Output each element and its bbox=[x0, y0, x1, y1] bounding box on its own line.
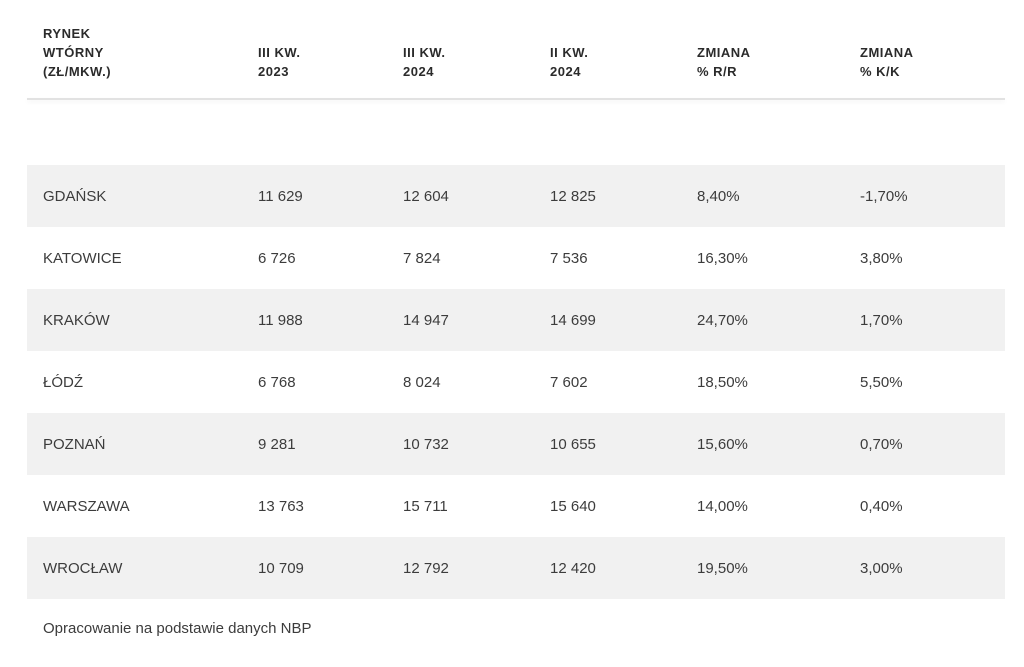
q3-2024-cell: 7 824 bbox=[403, 249, 441, 267]
yoy-cell: 18,50% bbox=[697, 373, 748, 391]
q3-2023-cell: 13 763 bbox=[258, 497, 304, 515]
table-row-gdansk: GDAŃSK 11 629 12 604 12 825 8,40% -1,70% bbox=[27, 165, 1005, 227]
table-row-katowice: KATOWICE 6 726 7 824 7 536 16,30% 3,80% bbox=[27, 227, 1005, 289]
qoq-cell: 3,00% bbox=[860, 559, 903, 577]
qoq-cell: 3,80% bbox=[860, 249, 903, 267]
q3-2024-cell: 8 024 bbox=[403, 373, 441, 391]
q2-2024-cell: 7 536 bbox=[550, 249, 588, 267]
housing-price-table: RYNEK WTÓRNY (ZŁ/MKW.) III KW. 2023 III … bbox=[27, 0, 1005, 637]
qoq-cell: 5,50% bbox=[860, 373, 903, 391]
header-q3-2023: III KW. 2023 bbox=[258, 45, 301, 79]
table-row-krakow: KRAKÓW 11 988 14 947 14 699 24,70% 1,70% bbox=[27, 289, 1005, 351]
city-cell: WARSZAWA bbox=[43, 497, 130, 515]
city-cell: KRAKÓW bbox=[43, 311, 110, 329]
table-row-warszawa: WARSZAWA 13 763 15 711 15 640 14,00% 0,4… bbox=[27, 475, 1005, 537]
header-zmiana-kk: ZMIANA % K/K bbox=[860, 45, 914, 79]
yoy-cell: 8,40% bbox=[697, 187, 740, 205]
yoy-cell: 15,60% bbox=[697, 435, 748, 453]
q3-2023-cell: 6 726 bbox=[258, 249, 296, 267]
city-cell: POZNAŃ bbox=[43, 435, 106, 453]
q3-2024-cell: 15 711 bbox=[403, 497, 448, 515]
q3-2023-cell: 11 629 bbox=[258, 187, 303, 205]
header-rynek-wtorny: RYNEK WTÓRNY (ZŁ/MKW.) bbox=[43, 26, 112, 79]
qoq-cell: 1,70% bbox=[860, 311, 903, 329]
yoy-cell: 24,70% bbox=[697, 311, 748, 329]
table-body: GDAŃSK 11 629 12 604 12 825 8,40% -1,70%… bbox=[27, 165, 1005, 599]
yoy-cell: 19,50% bbox=[697, 559, 748, 577]
q3-2024-cell: 12 604 bbox=[403, 187, 449, 205]
qoq-cell: -1,70% bbox=[860, 187, 908, 205]
source-note: Opracowanie na podstawie danych NBP bbox=[43, 620, 312, 637]
q3-2023-cell: 6 768 bbox=[258, 373, 296, 391]
q3-2023-cell: 9 281 bbox=[258, 435, 296, 453]
header-q2-2024: II KW. 2024 bbox=[550, 45, 589, 79]
q2-2024-cell: 12 825 bbox=[550, 187, 596, 205]
q3-2024-cell: 12 792 bbox=[403, 559, 449, 577]
q3-2023-cell: 10 709 bbox=[258, 559, 304, 577]
q3-2024-cell: 14 947 bbox=[403, 311, 449, 329]
city-cell: ŁÓDŹ bbox=[43, 373, 84, 391]
table-row-wroclaw: WROCŁAW 10 709 12 792 12 420 19,50% 3,00… bbox=[27, 537, 1005, 599]
table-row-poznan: POZNAŃ 9 281 10 732 10 655 15,60% 0,70% bbox=[27, 413, 1005, 475]
q2-2024-cell: 12 420 bbox=[550, 559, 596, 577]
q2-2024-cell: 10 655 bbox=[550, 435, 596, 453]
table-header-row: RYNEK WTÓRNY (ZŁ/MKW.) III KW. 2023 III … bbox=[27, 0, 1005, 98]
yoy-cell: 16,30% bbox=[697, 249, 748, 267]
q2-2024-cell: 7 602 bbox=[550, 373, 588, 391]
q2-2024-cell: 14 699 bbox=[550, 311, 596, 329]
header-q3-2024: III KW. 2024 bbox=[403, 45, 446, 79]
yoy-cell: 14,00% bbox=[697, 497, 748, 515]
qoq-cell: 0,70% bbox=[860, 435, 903, 453]
q2-2024-cell: 15 640 bbox=[550, 497, 596, 515]
header-divider bbox=[27, 98, 1005, 100]
table-row-lodz: ŁÓDŹ 6 768 8 024 7 602 18,50% 5,50% bbox=[27, 351, 1005, 413]
city-cell: KATOWICE bbox=[43, 249, 122, 267]
q3-2023-cell: 11 988 bbox=[258, 311, 303, 329]
header-zmiana-rr: ZMIANA % R/R bbox=[697, 45, 751, 79]
city-cell: WROCŁAW bbox=[43, 559, 123, 577]
city-cell: GDAŃSK bbox=[43, 187, 107, 205]
q3-2024-cell: 10 732 bbox=[403, 435, 449, 453]
qoq-cell: 0,40% bbox=[860, 497, 903, 515]
